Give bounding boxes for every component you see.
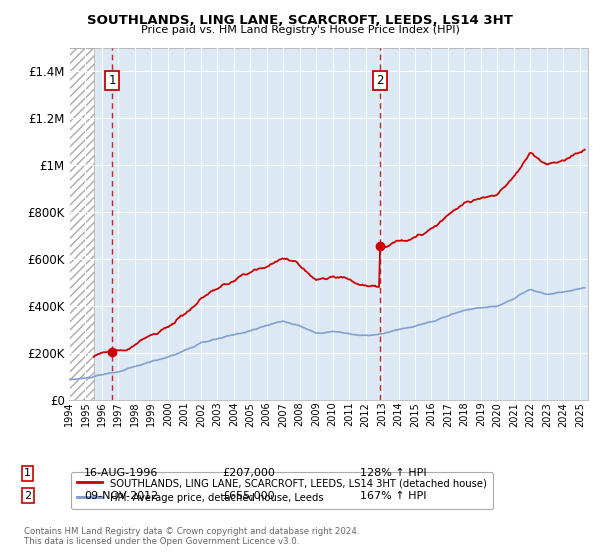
Text: 2: 2 (24, 491, 31, 501)
Text: 1: 1 (109, 74, 116, 87)
Legend: SOUTHLANDS, LING LANE, SCARCROFT, LEEDS, LS14 3HT (detached house), HPI: Average: SOUTHLANDS, LING LANE, SCARCROFT, LEEDS,… (71, 473, 493, 510)
Text: £655,000: £655,000 (222, 491, 275, 501)
Text: SOUTHLANDS, LING LANE, SCARCROFT, LEEDS, LS14 3HT: SOUTHLANDS, LING LANE, SCARCROFT, LEEDS,… (87, 14, 513, 27)
Text: 1: 1 (24, 468, 31, 478)
Text: 2: 2 (376, 74, 383, 87)
Text: 128% ↑ HPI: 128% ↑ HPI (360, 468, 427, 478)
Text: Contains HM Land Registry data © Crown copyright and database right 2024.
This d: Contains HM Land Registry data © Crown c… (24, 526, 359, 546)
Bar (69, 48, 94, 400)
Text: 09-NOV-2012: 09-NOV-2012 (84, 491, 158, 501)
Text: 167% ↑ HPI: 167% ↑ HPI (360, 491, 427, 501)
Text: Price paid vs. HM Land Registry's House Price Index (HPI): Price paid vs. HM Land Registry's House … (140, 25, 460, 35)
Text: £207,000: £207,000 (222, 468, 275, 478)
Text: 16-AUG-1996: 16-AUG-1996 (84, 468, 158, 478)
